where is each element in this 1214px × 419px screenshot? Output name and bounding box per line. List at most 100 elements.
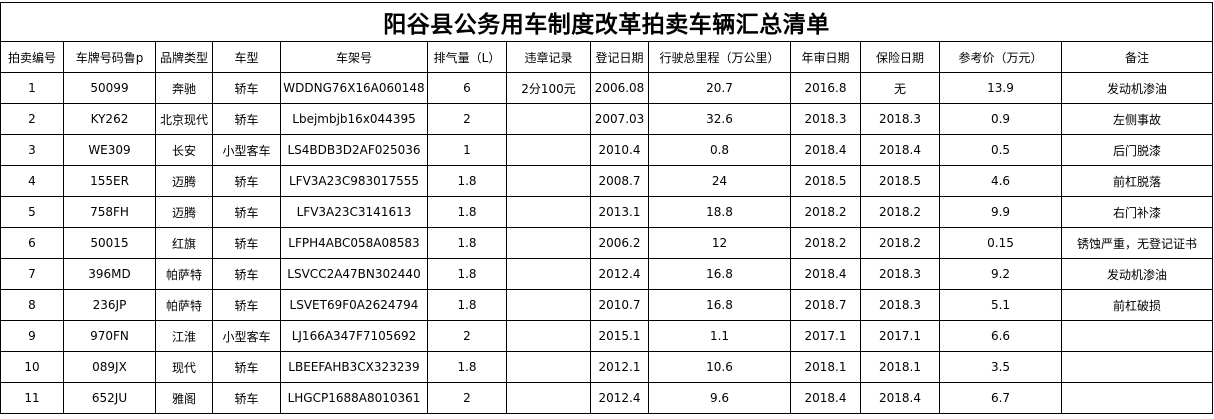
table-cell[interactable]: 2012.4 — [590, 382, 649, 414]
table-cell[interactable]: 758FH — [63, 196, 156, 228]
table-cell[interactable]: 轿车 — [212, 165, 281, 197]
table-cell[interactable]: 0.9 — [939, 103, 1062, 135]
table-cell[interactable]: 4 — [0, 165, 64, 197]
table-cell[interactable]: 2018.1 — [860, 351, 940, 383]
table-cell[interactable]: 2018.4 — [860, 134, 940, 166]
table-cell[interactable]: 2 — [0, 103, 64, 135]
table-cell[interactable]: 2006.08 — [590, 72, 649, 104]
table-cell[interactable]: 轿车 — [212, 227, 281, 259]
table-cell[interactable]: 50099 — [63, 72, 156, 104]
table-cell[interactable]: 雅阁 — [155, 382, 213, 414]
table-cell[interactable]: 迈腾 — [155, 165, 213, 197]
table-cell[interactable]: 轿车 — [212, 382, 281, 414]
table-cell[interactable]: 8 — [0, 289, 64, 321]
table-cell[interactable]: LSVET69F0A2624794 — [280, 289, 428, 321]
column-header[interactable]: 行驶总里程（万公里） — [648, 41, 791, 73]
table-cell[interactable]: 2017.1 — [860, 320, 940, 352]
table-cell[interactable]: 2018.4 — [790, 382, 861, 414]
table-cell[interactable]: 奔驰 — [155, 72, 213, 104]
table-cell[interactable]: 20.7 — [648, 72, 791, 104]
table-cell[interactable]: 089JX — [63, 351, 156, 383]
table-cell[interactable]: 帕萨特 — [155, 258, 213, 290]
table-cell[interactable]: 7 — [0, 258, 64, 290]
table-cell[interactable]: 2018.5 — [860, 165, 940, 197]
table-cell[interactable]: 155ER — [63, 165, 156, 197]
table-cell[interactable]: 2018.1 — [790, 351, 861, 383]
table-cell[interactable]: 2018.2 — [790, 227, 861, 259]
table-cell[interactable]: 18.8 — [648, 196, 791, 228]
table-cell[interactable]: WE309 — [63, 134, 156, 166]
table-cell[interactable]: KY262 — [63, 103, 156, 135]
column-header[interactable]: 登记日期 — [590, 41, 649, 73]
table-cell[interactable]: WDDNG76X16A060148 — [280, 72, 428, 104]
table-cell[interactable]: 32.6 — [648, 103, 791, 135]
column-header[interactable]: 保险日期 — [860, 41, 940, 73]
column-header[interactable]: 备注 — [1060, 41, 1214, 73]
table-cell[interactable]: 小型客车 — [212, 134, 281, 166]
table-cell[interactable] — [506, 134, 591, 166]
table-cell[interactable]: 2 — [427, 103, 507, 135]
table-cell[interactable]: 后门脱漆 — [1060, 134, 1214, 166]
table-cell[interactable] — [506, 103, 591, 135]
table-cell[interactable]: 迈腾 — [155, 196, 213, 228]
table-cell[interactable]: 0.5 — [939, 134, 1062, 166]
table-cell[interactable]: 12 — [648, 227, 791, 259]
table-cell[interactable] — [1060, 382, 1214, 414]
table-cell[interactable]: 1.8 — [427, 227, 507, 259]
table-cell[interactable]: 2018.3 — [860, 103, 940, 135]
table-cell[interactable]: 13.9 — [939, 72, 1062, 104]
table-cell[interactable]: LSVCC2A47BN302440 — [280, 258, 428, 290]
table-cell[interactable]: LFV3A23C3141613 — [280, 196, 428, 228]
sheet-title[interactable]: 阳谷县公务用车制度改革拍卖车辆汇总清单 — [0, 2, 1214, 42]
column-header[interactable]: 参考价（万元） — [939, 41, 1062, 73]
table-cell[interactable]: 长安 — [155, 134, 213, 166]
table-cell[interactable]: 无 — [860, 72, 940, 104]
table-cell[interactable]: 3.5 — [939, 351, 1062, 383]
table-cell[interactable]: 前杠破损 — [1060, 289, 1214, 321]
column-header[interactable]: 拍卖编号 — [0, 41, 64, 73]
table-cell[interactable]: 2008.7 — [590, 165, 649, 197]
table-cell[interactable]: 发动机渗油 — [1060, 72, 1214, 104]
table-cell[interactable] — [1060, 320, 1214, 352]
column-header[interactable]: 年审日期 — [790, 41, 861, 73]
table-cell[interactable]: 北京现代 — [155, 103, 213, 135]
table-cell[interactable]: 11 — [0, 382, 64, 414]
table-cell[interactable]: 轿车 — [212, 103, 281, 135]
table-cell[interactable]: 2013.1 — [590, 196, 649, 228]
table-cell[interactable]: 9 — [0, 320, 64, 352]
table-cell[interactable]: 2012.4 — [590, 258, 649, 290]
table-cell[interactable]: 帕萨特 — [155, 289, 213, 321]
table-cell[interactable] — [506, 320, 591, 352]
table-cell[interactable] — [506, 165, 591, 197]
table-cell[interactable]: LBEEFAHB3CX323239 — [280, 351, 428, 383]
table-cell[interactable]: LS4BDB3D2AF025036 — [280, 134, 428, 166]
table-cell[interactable]: 小型客车 — [212, 320, 281, 352]
table-cell[interactable] — [506, 227, 591, 259]
table-cell[interactable]: 5.1 — [939, 289, 1062, 321]
table-cell[interactable]: 2012.1 — [590, 351, 649, 383]
table-cell[interactable]: 1.8 — [427, 289, 507, 321]
table-cell[interactable]: LFV3A23C983017555 — [280, 165, 428, 197]
table-cell[interactable]: 2018.4 — [790, 134, 861, 166]
column-header[interactable]: 车牌号码鲁p — [63, 41, 156, 73]
table-cell[interactable]: 6.7 — [939, 382, 1062, 414]
table-cell[interactable]: 1.8 — [427, 165, 507, 197]
table-cell[interactable]: 轿车 — [212, 196, 281, 228]
table-cell[interactable]: 5 — [0, 196, 64, 228]
table-cell[interactable]: 2016.8 — [790, 72, 861, 104]
table-cell[interactable]: 2007.03 — [590, 103, 649, 135]
table-cell[interactable]: 1.1 — [648, 320, 791, 352]
table-cell[interactable]: 16.8 — [648, 289, 791, 321]
table-cell[interactable]: 1.8 — [427, 196, 507, 228]
table-cell[interactable]: 2分100元 — [506, 72, 591, 104]
table-cell[interactable]: 前杠脱落 — [1060, 165, 1214, 197]
table-cell[interactable]: 左侧事故 — [1060, 103, 1214, 135]
table-cell[interactable]: 9.2 — [939, 258, 1062, 290]
table-cell[interactable]: 2018.4 — [790, 258, 861, 290]
table-cell[interactable]: 2018.3 — [860, 258, 940, 290]
table-cell[interactable]: 6 — [427, 72, 507, 104]
table-cell[interactable]: 1.8 — [427, 258, 507, 290]
table-cell[interactable]: 2018.3 — [860, 289, 940, 321]
table-cell[interactable]: 16.8 — [648, 258, 791, 290]
table-cell[interactable]: 4.6 — [939, 165, 1062, 197]
